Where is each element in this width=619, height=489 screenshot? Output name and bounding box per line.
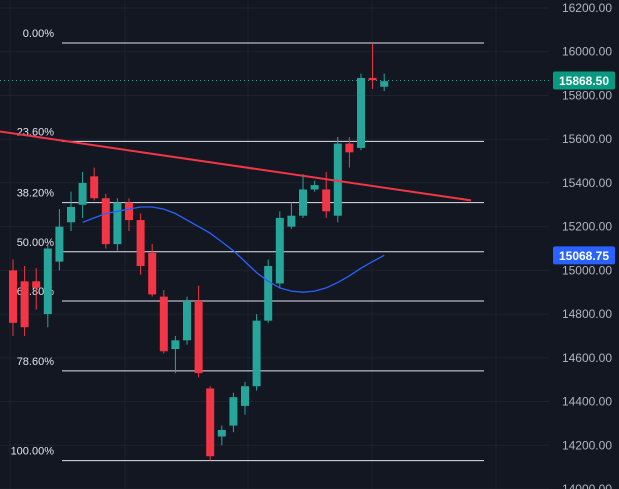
candle-body[interactable] xyxy=(67,206,75,223)
price-axis-tick-label: 14600.00 xyxy=(562,351,612,365)
candle-body[interactable] xyxy=(287,215,296,227)
ma-value-badge xyxy=(553,246,615,265)
candle-body[interactable] xyxy=(357,77,365,148)
price-axis-tick-label: 15800.00 xyxy=(562,88,612,102)
candle-body[interactable] xyxy=(299,189,307,216)
candle-body[interactable] xyxy=(101,198,110,245)
price-axis-tick-label: 15000.00 xyxy=(562,263,612,277)
price-axis-tick-label: 14200.00 xyxy=(562,438,612,452)
price-axis-tick-label: 15400.00 xyxy=(562,176,612,190)
fib-level-label: 50.00% xyxy=(17,237,55,249)
candle-body[interactable] xyxy=(136,220,145,266)
candle-body[interactable] xyxy=(333,143,342,216)
candle-body[interactable] xyxy=(125,202,133,221)
price-axis-tick-label: 15200.00 xyxy=(562,220,612,234)
fib-level-label: 78.60% xyxy=(17,356,55,368)
candle-body[interactable] xyxy=(159,296,168,352)
price-axis-tick-label: 14800.00 xyxy=(562,307,612,321)
candle-body[interactable] xyxy=(9,270,17,323)
candle-body[interactable] xyxy=(264,265,273,321)
candle-body[interactable] xyxy=(90,176,99,199)
fib-level-label: 0.00% xyxy=(23,28,54,40)
candle-body[interactable] xyxy=(368,77,377,81)
fib-level-label: 38.20% xyxy=(17,188,55,200)
candle-body[interactable] xyxy=(43,248,52,315)
candle-body[interactable] xyxy=(113,202,122,245)
candle-body[interactable] xyxy=(32,281,41,288)
price-axis-tick-label: 16000.00 xyxy=(562,45,612,59)
price-axis-tick-label: 15600.00 xyxy=(562,132,612,146)
candle-body[interactable] xyxy=(206,388,215,457)
candle-body[interactable] xyxy=(20,281,29,328)
candle-body[interactable] xyxy=(55,226,64,262)
candle-body[interactable] xyxy=(229,397,238,426)
candle-body[interactable] xyxy=(183,300,191,341)
candle-body[interactable] xyxy=(380,81,389,87)
fib-level-label: 100.00% xyxy=(11,446,55,458)
candle-body[interactable] xyxy=(78,182,87,205)
candle-body[interactable] xyxy=(310,185,319,190)
price-axis-tick-label: 16200.00 xyxy=(562,1,612,15)
last-price-badge-label: 15868.50 xyxy=(559,74,609,88)
price-axis-tick-label: 14000.00 xyxy=(562,482,612,489)
candle-body[interactable] xyxy=(322,189,331,212)
ma-value-badge-label: 15068.75 xyxy=(559,249,609,263)
candle-body[interactable] xyxy=(241,386,249,406)
trendline[interactable] xyxy=(0,130,472,202)
last-price-badge xyxy=(553,71,615,90)
candle-body[interactable] xyxy=(345,143,354,153)
price-axis-tick-label: 14400.00 xyxy=(562,395,612,409)
moving-average-line[interactable] xyxy=(82,206,385,293)
candle-body[interactable] xyxy=(171,340,180,350)
candle-body[interactable] xyxy=(148,252,157,295)
candle-body[interactable] xyxy=(217,429,226,437)
candle-body[interactable] xyxy=(275,217,284,284)
candle-body[interactable] xyxy=(194,300,203,374)
candle-body[interactable] xyxy=(252,320,261,387)
